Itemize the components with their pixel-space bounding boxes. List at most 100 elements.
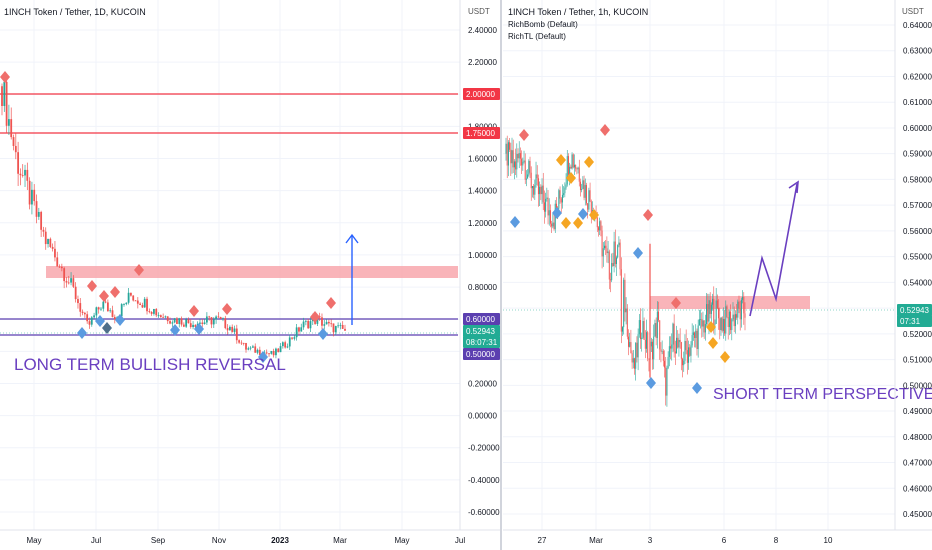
right-candle-body	[686, 350, 688, 363]
right-candle-body	[634, 358, 636, 369]
left-candle-body	[265, 352, 268, 354]
right-candle-body	[742, 296, 744, 300]
left-candle-body	[141, 305, 144, 308]
right-candle-body	[731, 319, 733, 331]
right-candle-body	[519, 153, 521, 159]
right-candle-body	[583, 180, 585, 198]
right-y-axis: 0.64000 0.63000 0.62000 0.61000 0.60000 0.590…	[903, 21, 932, 519]
left-candle-body	[279, 346, 282, 353]
left-candle-body	[344, 328, 346, 331]
right-candle-body	[587, 203, 589, 210]
buy-signal-diamond	[194, 323, 204, 335]
right-candle-body	[708, 300, 710, 322]
left-candle-body	[132, 295, 135, 301]
left-price-tag	[463, 88, 500, 100]
right-candle-body	[643, 321, 645, 340]
right-candle-body	[648, 358, 650, 360]
right-candle-body	[626, 308, 628, 337]
left-candle-body	[194, 324, 197, 327]
left-candle-body	[254, 346, 257, 353]
right-candle-body	[721, 317, 723, 331]
right-candle-body	[614, 241, 616, 265]
left-candle-body	[83, 312, 86, 315]
left-chart: LONG TERM BULLISH REVERSAL 1INCH Token /…	[0, 0, 500, 545]
left-candle-body	[88, 321, 91, 325]
right-candle-body	[695, 330, 697, 338]
neutral-signal-diamond	[706, 321, 716, 333]
right-candle-body	[653, 336, 655, 360]
right-candle-body	[727, 317, 729, 327]
indicator-richtl: RichTL (Default)	[508, 32, 566, 41]
right-candle-body	[611, 262, 613, 281]
right-candle-body	[709, 300, 711, 314]
right-candle-body	[601, 230, 603, 257]
bullish-arrow	[345, 233, 359, 325]
right-candle-body	[668, 346, 670, 357]
right-candle-body	[571, 154, 573, 169]
right-candle-body	[644, 339, 646, 349]
right-candle-body	[697, 325, 699, 349]
left-candle-body	[24, 169, 26, 176]
left-candle-body	[21, 175, 24, 176]
left-candle-body	[334, 326, 337, 333]
right-candle-body	[662, 350, 664, 361]
left-currency-label: USDT	[468, 7, 490, 16]
right-candle-body	[548, 210, 550, 216]
buy-signal-diamond	[692, 382, 702, 394]
right-candle-body	[607, 251, 609, 254]
left-candle-body	[120, 304, 123, 317]
left-candle-body	[40, 211, 43, 230]
right-candle-body	[578, 167, 580, 182]
right-candle-body	[684, 341, 686, 361]
left-candle-body	[275, 348, 277, 356]
right-candle-body	[617, 245, 619, 258]
left-candle-body	[169, 321, 171, 324]
sell-signal-diamond	[99, 290, 109, 302]
left-candle-body	[148, 311, 151, 313]
right-candle-body	[679, 339, 681, 343]
left-candle-body	[281, 342, 284, 347]
left-plot-bg	[0, 0, 460, 530]
right-candle-body	[688, 347, 690, 363]
right-candle-body	[654, 323, 656, 337]
indicator-richbomb: RichBomb (Default)	[508, 20, 578, 29]
sell-signal-diamond	[671, 297, 681, 309]
right-candle-body	[719, 318, 721, 331]
right-candle-body	[582, 180, 584, 189]
right-y-tick-label: 0.63000	[903, 47, 932, 56]
right-price-tag-text: 07:31	[900, 317, 921, 326]
right-candle-body	[682, 358, 684, 366]
left-x-tick-label: 2023	[271, 536, 289, 545]
left-y-tick-label: 1.20000	[468, 219, 497, 228]
left-candle-body	[65, 281, 68, 283]
right-candle-body	[690, 345, 692, 356]
left-price-tag	[463, 336, 500, 348]
right-candle-body	[600, 221, 602, 231]
left-price-tag	[463, 127, 500, 139]
right-candle-body	[515, 161, 517, 170]
right-candle-body	[713, 298, 715, 325]
left-candle-body	[226, 328, 229, 331]
left-price-tags: 2.00000 1.75000 0.60000 0.52943 08:07:31 0.50…	[463, 88, 500, 360]
left-price-tag	[463, 325, 500, 337]
right-candle-body	[533, 186, 535, 195]
sell-signal-diamond	[134, 264, 144, 276]
left-candle-body	[162, 317, 165, 318]
right-candle-body	[707, 304, 709, 322]
right-candle-body	[724, 319, 726, 334]
right-candle-body	[509, 142, 511, 150]
right-candle-body	[579, 181, 581, 191]
right-candle-body	[691, 335, 693, 346]
right-candle-body	[672, 323, 674, 345]
left-y-tick-label: 1.00000	[468, 251, 497, 260]
right-candle-body	[540, 186, 542, 195]
right-candle-body	[615, 257, 617, 265]
neutral-signal-diamond	[566, 172, 576, 184]
left-candle-body	[3, 81, 6, 106]
left-candle-body	[67, 282, 70, 284]
right-candle-body	[646, 332, 648, 349]
left-candle-body	[268, 353, 270, 355]
left-candle-body	[182, 324, 185, 327]
left-candle-body	[249, 347, 252, 349]
left-candle-body	[238, 340, 241, 343]
